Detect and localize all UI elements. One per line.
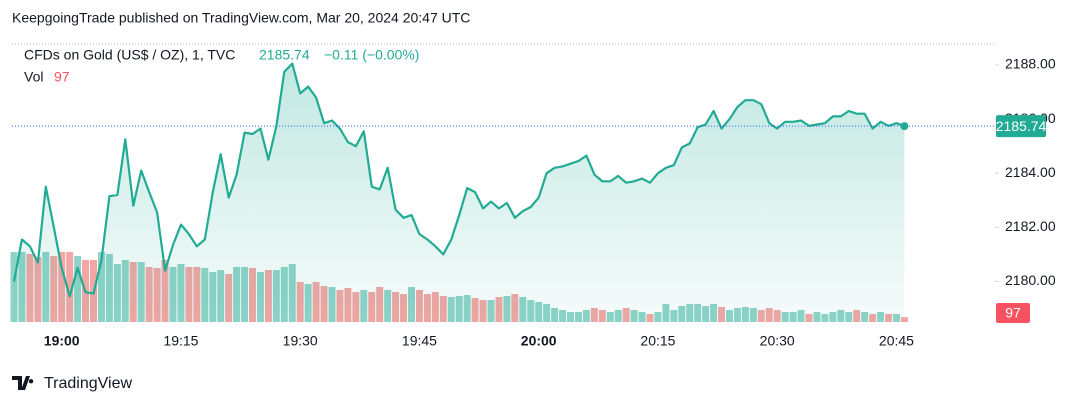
price-tag: 2185.74: [996, 118, 1047, 134]
footer-logo: [12, 376, 34, 390]
y-tick-label: 2188.00: [1005, 56, 1056, 72]
price-line: [12, 62, 905, 298]
x-tick-label: 19:00: [44, 333, 80, 349]
x-tick-label: 19:15: [163, 333, 198, 349]
x-tick-label: 20:15: [640, 333, 675, 349]
volume-bar: [66, 252, 74, 322]
last-point: [900, 122, 909, 131]
header-text: KeepgoingTrade published on TradingView.…: [12, 10, 470, 26]
legend-change: −0.11 (−0.00%): [324, 47, 419, 63]
price-area: [14, 63, 905, 322]
footer-brand: TradingView: [44, 375, 132, 392]
x-tick-label: 19:45: [402, 333, 437, 349]
vol-tag: 97: [1005, 305, 1021, 321]
y-tick-label: 2180.00: [1005, 272, 1056, 288]
vol-tag-bg: [996, 303, 1030, 323]
legend-vol-value: 97: [54, 69, 70, 85]
y-tick-label: 2182.00: [1005, 218, 1056, 234]
legend-price: 2185.74: [259, 47, 310, 63]
legend-vol: Vol: [24, 69, 43, 85]
x-tick-label: 19:30: [283, 333, 318, 349]
x-tick-label: 20:45: [879, 333, 914, 349]
price-tag-bg: [996, 115, 1046, 138]
y-tick-label: 2184.00: [1005, 164, 1056, 180]
legend-title: CFDs on Gold (US$ / OZ), 1, TVC: [24, 47, 235, 63]
x-tick-label: 20:00: [521, 333, 557, 349]
x-tick-label: 20:30: [760, 333, 795, 349]
